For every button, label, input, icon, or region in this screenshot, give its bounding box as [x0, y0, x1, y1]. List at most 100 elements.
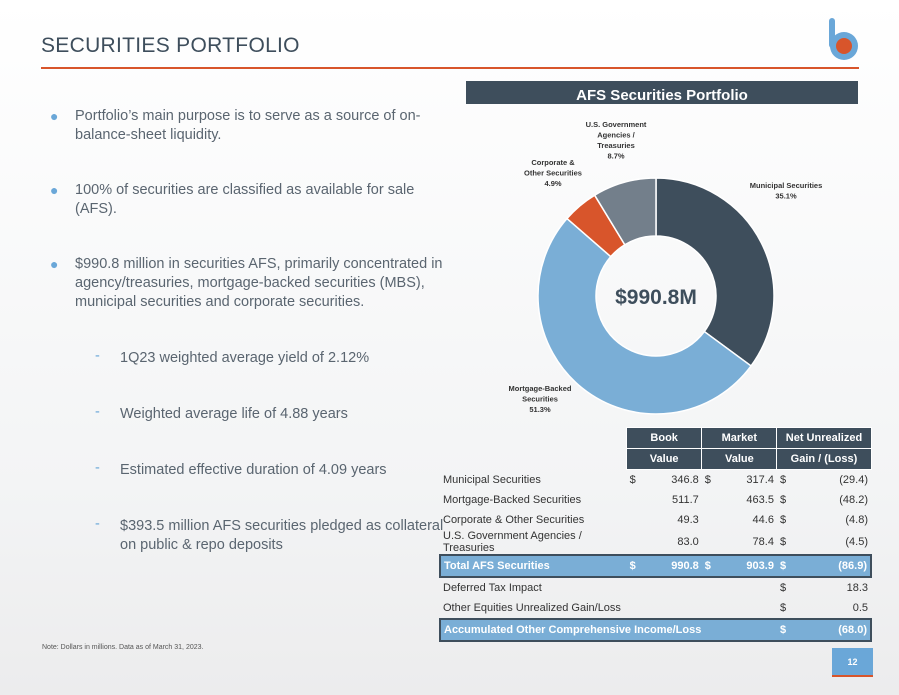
total-gain: (86.9) [794, 554, 873, 578]
sub-bullet-item: - Estimated effective duration of 4.09 y… [50, 460, 450, 480]
slice-label-line: Municipal Securities [750, 181, 823, 190]
currency-symbol: $ [776, 554, 795, 578]
table-row: Corporate & Other Securities 49.3 44.6 $… [440, 510, 871, 530]
sub-bullet-text: 1Q23 weighted average yield of 2.12% [120, 350, 370, 366]
sub-bullet-text: $393.5 million AFS securities pledged as… [120, 518, 444, 553]
afs-table: Book Market Net Unrealized Value Value G… [439, 427, 873, 642]
aoci-value: (68.0) [794, 618, 873, 642]
chart-center-label: $990.8M [615, 286, 697, 309]
table-row: Deferred Tax Impact $ 18.3 [440, 577, 871, 598]
book-value: 83.0 [677, 536, 699, 548]
row-label: Corporate & Other Securities [443, 514, 585, 526]
slice-label-line: 35.1% [775, 192, 797, 201]
currency-symbol: $ [626, 554, 645, 578]
slice-label-line: Other Securities [524, 169, 582, 178]
row-label: Municipal Securities [443, 473, 541, 486]
market-value: 44.6 [752, 514, 774, 526]
col-header-gain: Net Unrealized [776, 427, 872, 449]
row-label: Mortgage-Backed Securities [443, 494, 582, 506]
currency-symbol: $ [779, 474, 787, 486]
bullet-item: ● Portfolio’s main purpose is to serve a… [50, 107, 450, 145]
b-logo-icon [829, 18, 858, 60]
currency-symbol: $ [779, 494, 787, 506]
gain-value: (4.5) [845, 536, 868, 548]
table-row: Municipal Securities $ 346.8 $ 317.4 $ (… [440, 470, 871, 491]
col-header-book-2: Value [626, 448, 703, 470]
sub-bullet-item: - 1Q23 weighted average yield of 2.12% [50, 348, 450, 368]
book-value: 49.3 [677, 514, 699, 526]
slice-label-line: 8.7% [607, 152, 624, 161]
bullet-list: ● Portfolio’s main purpose is to serve a… [50, 107, 450, 555]
dash-icon: - [95, 460, 100, 476]
page-number: 12 [832, 648, 873, 676]
slice-label-line: Treasuries [597, 141, 635, 150]
slice-label-line: Corporate & [531, 158, 575, 167]
total-book: 990.8 [644, 554, 702, 578]
gain-value: (48.2) [839, 494, 868, 506]
total-label: Total AFS Securities [439, 554, 627, 578]
slice-label-line: U.S. Government [586, 120, 647, 129]
col-header-market-2: Value [701, 448, 778, 470]
sub-bullet-text: Estimated effective duration of 4.09 yea… [120, 462, 387, 478]
page-title: SECURITIES PORTFOLIO [41, 34, 300, 57]
dash-icon: - [95, 348, 100, 364]
currency-symbol: $ [629, 474, 636, 486]
aoci-label: Accumulated Other Comprehensive Income/L… [439, 618, 777, 642]
bullet-item: ● $990.8 million in securities AFS, prim… [50, 255, 450, 312]
panel-header: AFS Securities Portfolio [466, 81, 858, 104]
row-label: Deferred Tax Impact [443, 582, 542, 594]
currency-symbol: $ [704, 474, 711, 486]
market-value: 78.4 [752, 536, 774, 548]
col-header-book: Book [626, 427, 703, 449]
sub-bullet-item: - $393.5 million AFS securities pledged … [50, 516, 450, 555]
table-row: Other Equities Unrealized Gain/Loss $ 0.… [440, 598, 871, 619]
aoci-row: Accumulated Other Comprehensive Income/L… [439, 618, 873, 642]
col-header-gain-2: Gain / (Loss) [776, 448, 872, 470]
donut-slice [537, 217, 753, 415]
slice-label: U.S. Government Agencies / Treasuries 8.7% [586, 120, 647, 161]
sub-bullet-item: - Weighted average life of 4.88 years [50, 404, 450, 424]
slice-label: Mortgage-Backed Securities 51.3% [509, 384, 572, 414]
donut-slice [593, 177, 657, 246]
currency-symbol: $ [701, 554, 720, 578]
deferred-value: 18.3 [846, 582, 868, 594]
total-row: Total AFS Securities $ 990.8 $ 903.9 $ (… [439, 554, 873, 578]
col-header-market: Market [701, 427, 778, 449]
slice-label: Municipal Securities 35.1% [750, 181, 823, 201]
currency-symbol: $ [779, 582, 787, 594]
footnote: Note: Dollars in millions. Data as of Ma… [42, 644, 204, 651]
bullet-dot-icon: ● [50, 108, 59, 124]
sub-bullet-text: Weighted average life of 4.88 years [120, 406, 348, 422]
bullet-dot-icon: ● [50, 182, 59, 198]
dash-icon: - [95, 404, 100, 420]
currency-symbol: $ [779, 536, 787, 548]
row-label: U.S. Government Agencies / Treasuries [443, 530, 582, 554]
table-row: Mortgage-Backed Securities 511.7 463.5 $… [440, 490, 871, 510]
currency-symbol: $ [779, 514, 787, 526]
currency-symbol: $ [776, 618, 795, 642]
bullet-text: Portfolio’s main purpose is to serve as … [75, 108, 421, 143]
table-header-row: Value Value Gain / (Loss) [440, 448, 872, 470]
donut-slice [655, 177, 775, 368]
dash-icon: - [95, 516, 100, 532]
bullet-text: $990.8 million in securities AFS, primar… [75, 256, 443, 310]
other-value: 0.5 [852, 602, 868, 614]
table-row: U.S. Government Agencies / Treasuries 83… [440, 530, 871, 555]
slice-label-line: Agencies / [597, 131, 635, 140]
bullet-item: ● 100% of securities are classified as a… [50, 181, 450, 219]
donut-chart: $990.8M Municipal Securities 35.1% Mortgag… [509, 120, 823, 415]
slice-label: Corporate & Other Securities 4.9% [524, 158, 582, 188]
page-rule [832, 675, 873, 677]
table-header-row: Book Market Net Unrealized [440, 427, 872, 449]
bullet-text: 100% of securities are classified as ava… [75, 182, 415, 217]
market-value: 463.5 [746, 494, 774, 506]
title-rule [41, 67, 859, 69]
book-value: 511.7 [672, 494, 699, 506]
book-value: 346.8 [671, 474, 699, 486]
market-value: 317.4 [746, 474, 774, 486]
slice-label-line: 4.9% [544, 179, 561, 188]
slice-label-line: Mortgage-Backed [509, 384, 572, 393]
total-market: 903.9 [719, 554, 777, 578]
gain-value: (4.8) [845, 514, 868, 526]
row-label: Other Equities Unrealized Gain/Loss [443, 602, 621, 614]
